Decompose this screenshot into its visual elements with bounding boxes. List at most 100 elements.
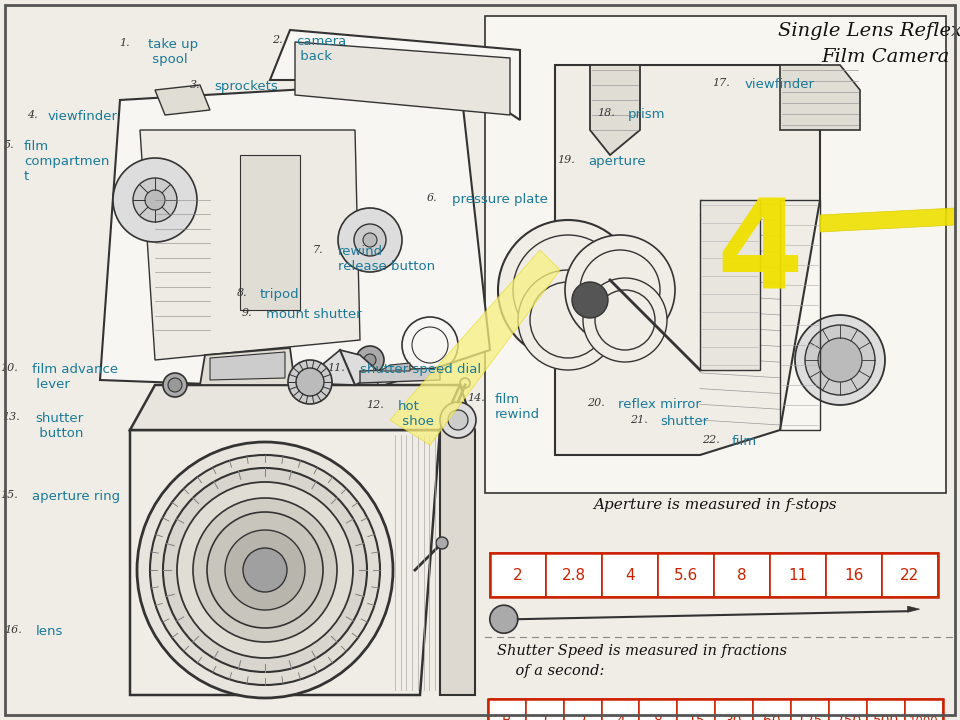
Circle shape — [177, 482, 353, 658]
Circle shape — [163, 373, 187, 397]
Polygon shape — [270, 30, 520, 120]
Text: shutter speed dial: shutter speed dial — [360, 363, 481, 376]
Text: 19.: 19. — [557, 155, 575, 165]
Circle shape — [133, 178, 177, 222]
Polygon shape — [867, 699, 904, 720]
Circle shape — [498, 220, 638, 360]
Text: 500: 500 — [873, 714, 899, 720]
Text: 2.: 2. — [273, 35, 283, 45]
Text: viewfinder: viewfinder — [745, 78, 815, 91]
Circle shape — [207, 512, 323, 628]
Text: 8: 8 — [737, 567, 747, 582]
Text: mount shutter: mount shutter — [266, 308, 362, 321]
Text: film: film — [732, 435, 757, 448]
Text: 4.: 4. — [28, 110, 38, 120]
Text: 1: 1 — [540, 714, 549, 720]
Polygon shape — [215, 216, 235, 224]
Polygon shape — [490, 553, 546, 597]
Polygon shape — [100, 80, 490, 390]
Polygon shape — [300, 179, 320, 186]
Polygon shape — [753, 699, 791, 720]
Circle shape — [168, 378, 182, 392]
Text: 14.: 14. — [468, 393, 485, 403]
Text: 18.: 18. — [597, 108, 615, 118]
Polygon shape — [130, 430, 440, 695]
Text: 17.: 17. — [712, 78, 730, 88]
Circle shape — [338, 208, 402, 272]
Polygon shape — [907, 606, 920, 612]
Polygon shape — [130, 385, 460, 430]
Text: 1.: 1. — [119, 38, 130, 48]
Text: 16: 16 — [844, 567, 863, 582]
Text: aperture ring: aperture ring — [32, 490, 120, 503]
Circle shape — [113, 158, 197, 242]
Polygon shape — [300, 253, 320, 261]
Circle shape — [296, 368, 324, 396]
Circle shape — [145, 190, 165, 210]
Circle shape — [518, 270, 618, 370]
Text: shutter: shutter — [660, 415, 708, 428]
Text: 6.: 6. — [426, 193, 437, 203]
Polygon shape — [713, 553, 770, 597]
Polygon shape — [300, 160, 320, 168]
Polygon shape — [828, 699, 867, 720]
Polygon shape — [488, 699, 526, 720]
Polygon shape — [215, 253, 235, 261]
Circle shape — [440, 402, 476, 438]
Text: take up
 spool: take up spool — [148, 38, 198, 66]
Polygon shape — [780, 65, 860, 130]
Polygon shape — [602, 553, 658, 597]
Text: 15.: 15. — [0, 490, 18, 500]
Text: 2.8: 2.8 — [562, 567, 586, 582]
Polygon shape — [140, 130, 360, 360]
Polygon shape — [215, 290, 235, 298]
Circle shape — [818, 338, 862, 382]
Text: reflex mirror: reflex mirror — [618, 398, 701, 411]
Polygon shape — [300, 197, 320, 205]
Polygon shape — [300, 290, 320, 298]
Text: 22: 22 — [900, 567, 920, 582]
Circle shape — [490, 606, 517, 633]
Polygon shape — [658, 553, 713, 597]
Text: 12.: 12. — [367, 400, 384, 410]
Text: rewind
release button: rewind release button — [338, 245, 435, 273]
Text: Shutter Speed is measured in fractions: Shutter Speed is measured in fractions — [497, 644, 787, 658]
Circle shape — [363, 233, 377, 247]
Polygon shape — [390, 250, 560, 445]
Text: film
compartmen
t: film compartmen t — [24, 140, 109, 183]
Text: hot
 shoe: hot shoe — [398, 400, 434, 428]
Circle shape — [565, 235, 675, 345]
Polygon shape — [215, 197, 235, 205]
Text: 11.: 11. — [327, 363, 345, 373]
Text: 3.: 3. — [189, 80, 200, 90]
Text: 8.: 8. — [236, 288, 247, 298]
Polygon shape — [881, 553, 938, 597]
Text: sprockets: sprockets — [214, 80, 277, 93]
Text: 30: 30 — [726, 714, 743, 720]
Text: 2: 2 — [513, 567, 522, 582]
Text: 20.: 20. — [588, 398, 605, 408]
Circle shape — [288, 360, 332, 404]
Text: viewfinder: viewfinder — [48, 110, 118, 123]
Polygon shape — [300, 216, 320, 224]
Circle shape — [795, 315, 885, 405]
Text: 5.6: 5.6 — [674, 567, 698, 582]
Text: 1000: 1000 — [909, 715, 939, 720]
Polygon shape — [564, 699, 602, 720]
Circle shape — [364, 354, 376, 366]
Polygon shape — [215, 179, 235, 186]
Polygon shape — [380, 363, 410, 371]
Text: 4: 4 — [716, 194, 804, 315]
Polygon shape — [546, 553, 602, 597]
Polygon shape — [300, 350, 380, 385]
Text: 7.: 7. — [312, 245, 323, 255]
Circle shape — [805, 325, 875, 395]
Polygon shape — [215, 160, 235, 168]
Polygon shape — [300, 234, 320, 243]
Text: pressure plate: pressure plate — [452, 193, 548, 206]
Text: 21.: 21. — [631, 415, 648, 425]
Polygon shape — [820, 208, 955, 232]
Text: aperture: aperture — [588, 155, 646, 168]
Text: 250: 250 — [835, 714, 861, 720]
Circle shape — [436, 537, 448, 549]
